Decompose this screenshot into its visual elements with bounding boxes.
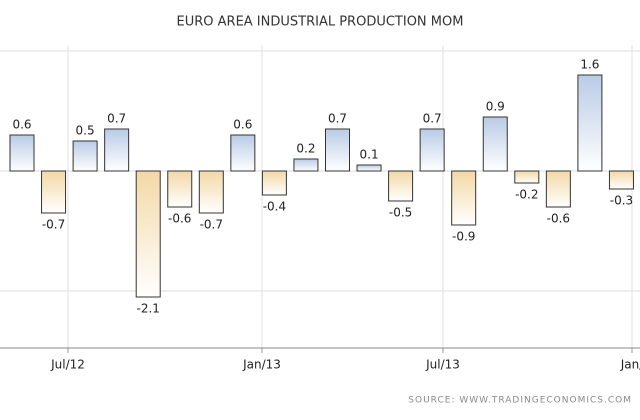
value-label: 0.6 <box>12 118 31 132</box>
x-tick-label: Jul/12 <box>50 358 85 372</box>
x-tick-label: Jan/ <box>620 358 640 372</box>
bar <box>198 170 224 214</box>
value-label: -0.6 <box>168 212 191 226</box>
value-label: 0.7 <box>107 112 126 126</box>
bar <box>9 134 35 172</box>
bar <box>577 74 603 172</box>
value-label: 0.5 <box>76 124 95 138</box>
bar <box>451 170 477 226</box>
value-label: -0.4 <box>263 200 286 214</box>
x-tick-label: Jul/13 <box>425 358 460 372</box>
value-label: -0.5 <box>389 206 412 220</box>
value-label: -2.1 <box>136 302 159 316</box>
bar <box>482 116 508 172</box>
bar <box>72 140 98 172</box>
bar <box>135 170 161 298</box>
bar <box>514 170 540 184</box>
value-label: -0.3 <box>610 194 633 208</box>
value-label: -0.6 <box>547 212 570 226</box>
chart-title: EURO AREA INDUSTRIAL PRODUCTION MOM <box>177 15 464 30</box>
bar <box>356 164 382 172</box>
value-label: -0.9 <box>452 230 475 244</box>
bar <box>419 128 445 172</box>
value-label: 0.6 <box>233 118 252 132</box>
bar <box>325 128 350 172</box>
bar <box>41 170 67 214</box>
bar <box>293 158 319 172</box>
bar <box>261 170 287 196</box>
bar <box>388 170 414 202</box>
value-label: -0.7 <box>42 218 65 232</box>
value-label: -0.7 <box>200 218 223 232</box>
bar <box>230 134 256 172</box>
bar <box>104 128 130 172</box>
value-label: -0.2 <box>515 188 538 202</box>
source: SOURCE: WWW.TRADINGECONOMICS.COM <box>408 396 632 406</box>
value-label: 0.7 <box>423 112 442 126</box>
value-label: 0.7 <box>328 112 347 126</box>
x-tick-label: Jan/13 <box>242 358 281 372</box>
value-label: 0.9 <box>486 100 505 114</box>
value-label: 0.1 <box>360 148 379 162</box>
bar <box>167 170 193 208</box>
value-label: 1.6 <box>580 58 599 72</box>
bar <box>608 170 634 190</box>
bar <box>545 170 571 208</box>
value-label: 0.2 <box>296 142 315 156</box>
